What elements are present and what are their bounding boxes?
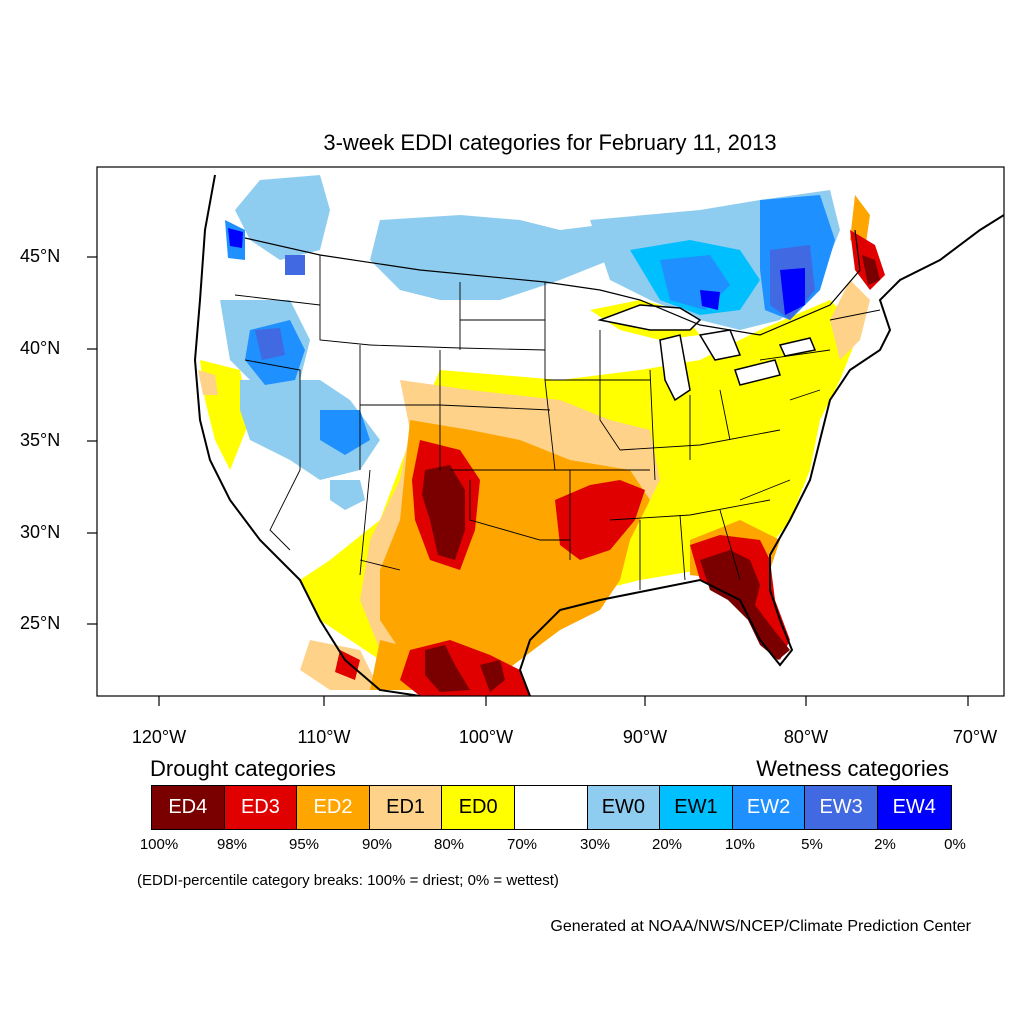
category-breaks-note: (EDDI-percentile category breaks: 100% =… [137,872,559,889]
lon-label-100: 100°W [458,727,514,747]
pct-break-20: 20% [651,836,683,853]
pct-break-10: 10% [724,836,756,853]
pct-break-80: 80% [433,836,465,853]
credit-line: Generated at NOAA/NWS/NCEP/Climate Predi… [550,918,971,935]
legend-swatch-ed3: ED3 [224,786,298,829]
lat-label-45: 45°N [20,246,61,266]
legend-swatch-ew2: EW2 [732,786,806,829]
wetness-categories-title: Wetness categories [756,756,949,781]
legend-swatch-ew0: EW0 [587,786,661,829]
legend-swatch-ew1: EW1 [660,786,733,829]
great-lakes [597,304,817,402]
pct-break-0: 0% [944,836,966,853]
legend-swatch-ew4: EW4 [877,786,951,829]
lon-label-70: 70°W [952,727,998,747]
category-legend: ED4 ED3 ED2 ED1 ED0 EW0 EW1 EW2 EW3 EW4 [151,785,952,830]
ed4-region [422,255,880,692]
lon-label-80: 80°W [783,727,829,747]
map-frame [96,166,1005,697]
pct-break-98: 98% [216,836,248,853]
pct-break-95: 95% [288,836,320,853]
pct-break-2: 2% [874,836,896,853]
pct-break-100: 100% [139,836,179,853]
pct-break-70: 70% [506,836,538,853]
tick-marks [87,256,969,706]
lat-label-35: 35°N [20,430,61,450]
lon-label-110: 110°W [297,727,351,747]
pct-break-30: 30% [579,836,611,853]
canada-border [244,229,861,336]
drought-categories-title: Drought categories [150,756,336,781]
legend-swatch-ew3: EW3 [805,786,878,829]
pct-break-90: 90% [361,836,393,853]
lon-label-120: 120°W [131,727,187,747]
lat-label-25: 25°N [20,613,61,633]
ew4-region [228,228,805,315]
coastline [193,174,1004,696]
legend-swatch-ed4: ED4 [152,786,225,829]
map-title: 3-week EDDI categories for February 11, … [323,130,777,155]
lon-label-90: 90°W [622,727,668,747]
lat-label-30: 30°N [20,522,61,542]
legend-swatch-ed0: ED0 [442,786,515,829]
legend-swatch-ed2: ED2 [297,786,370,829]
pct-break-5: 5% [801,836,823,853]
legend-swatch-ed1: ED1 [369,786,443,829]
legend-swatch-neutral [514,786,588,829]
state-borders [234,255,881,590]
lat-label-40: 40°N [20,338,61,358]
